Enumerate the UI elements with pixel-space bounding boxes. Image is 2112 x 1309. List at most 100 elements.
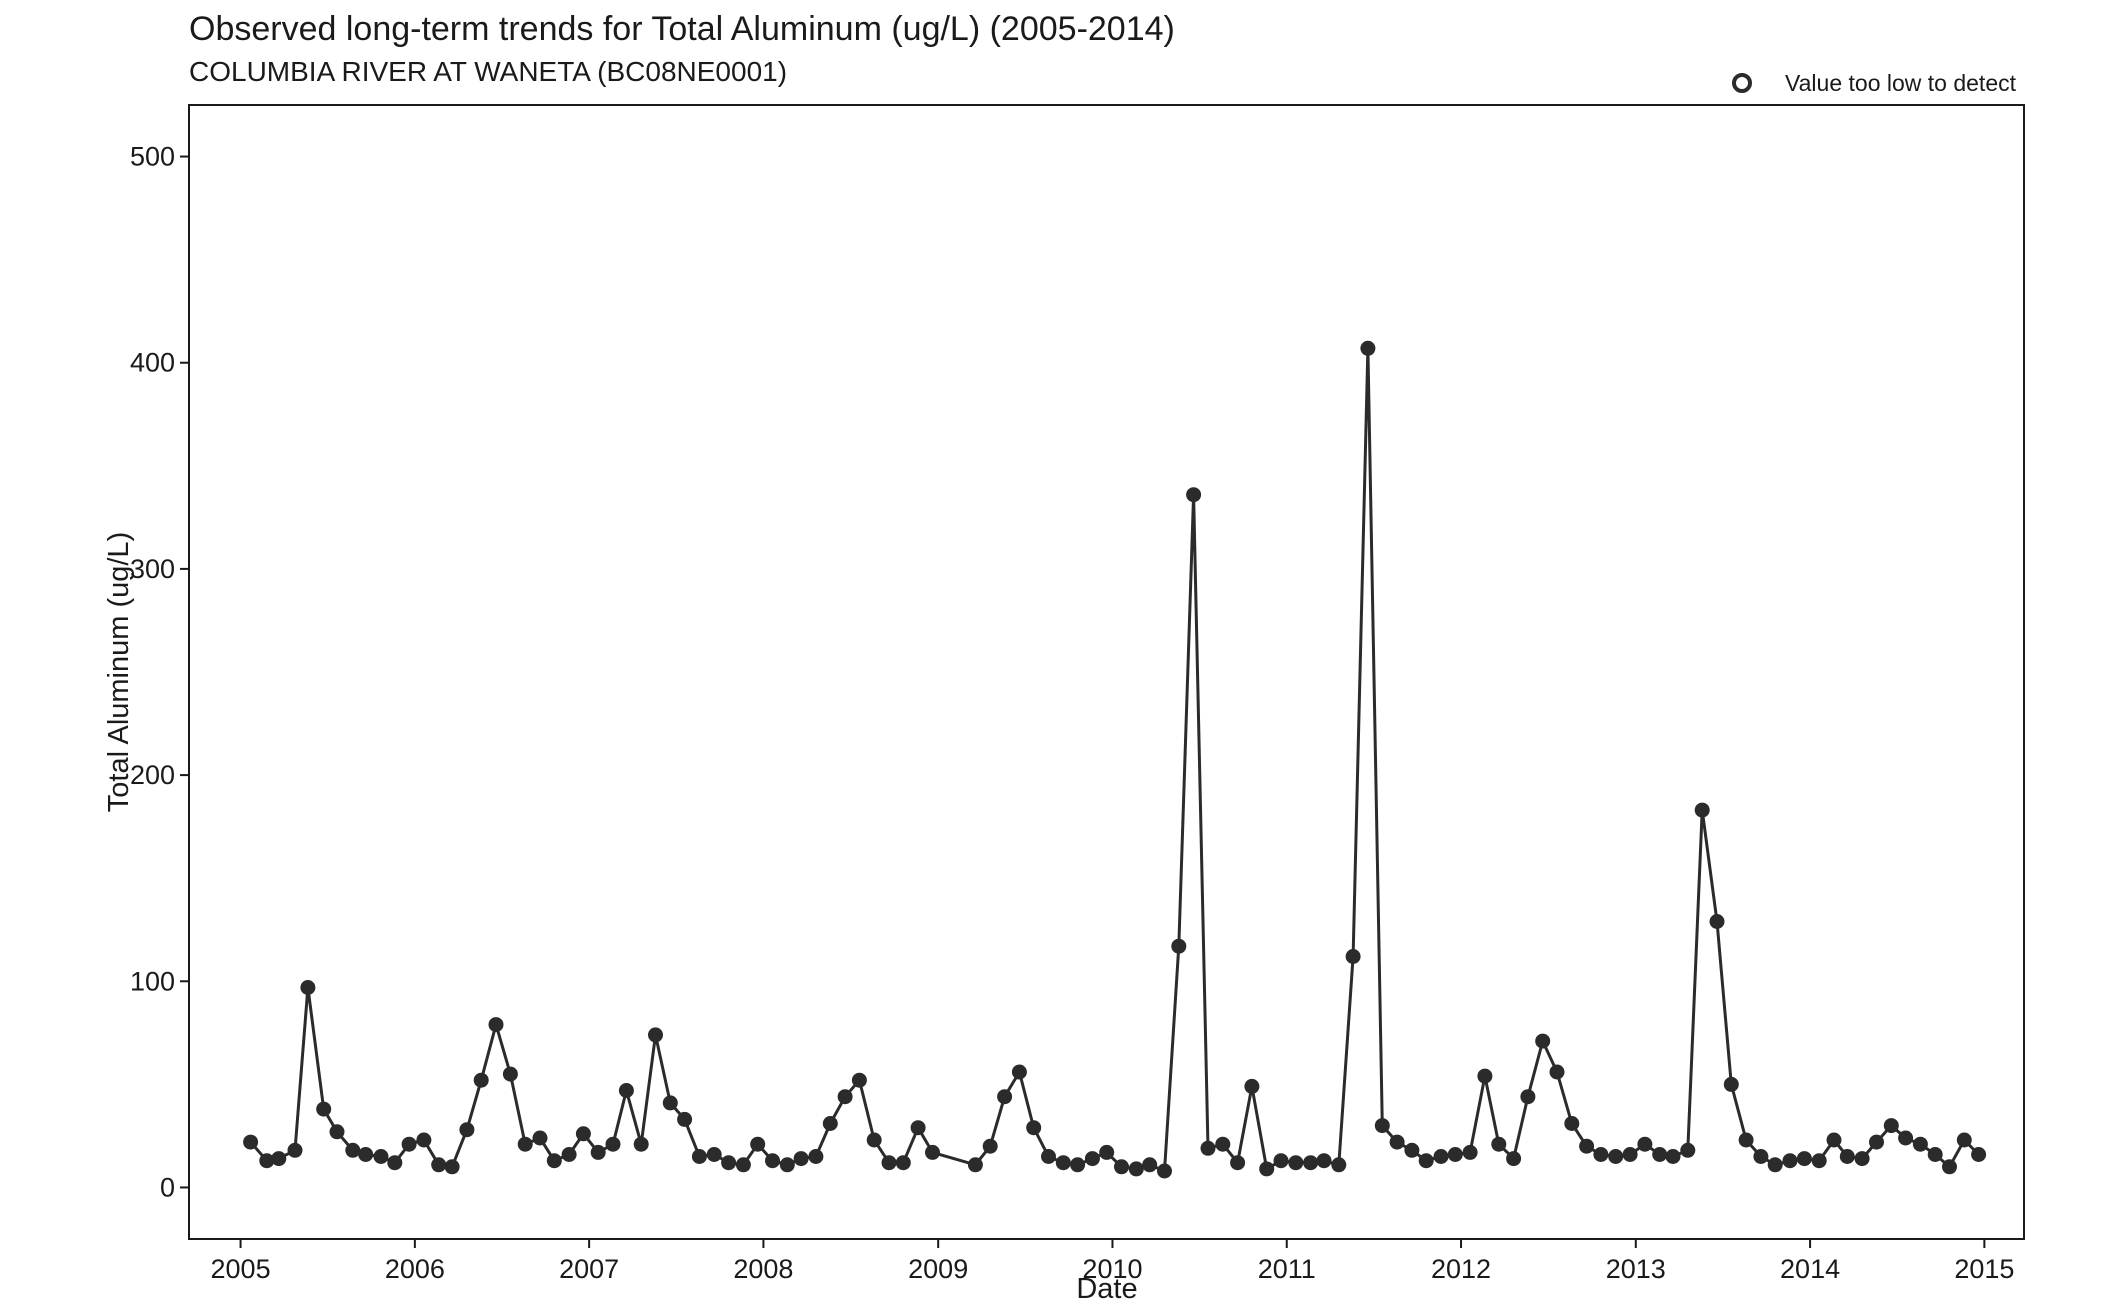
data-point bbox=[387, 1155, 403, 1171]
data-point bbox=[648, 1027, 663, 1043]
data-point bbox=[575, 1126, 591, 1142]
data-point bbox=[1433, 1149, 1449, 1164]
data-point bbox=[502, 1066, 518, 1082]
data-point bbox=[1579, 1138, 1595, 1154]
data-point bbox=[561, 1147, 577, 1162]
data-point bbox=[1520, 1089, 1536, 1105]
data-point bbox=[750, 1136, 766, 1152]
x-tick-label: 2014 bbox=[1780, 1254, 1840, 1284]
data-point bbox=[431, 1157, 447, 1173]
data-point bbox=[1142, 1157, 1158, 1173]
data-point bbox=[1259, 1161, 1275, 1177]
data-point bbox=[1622, 1147, 1638, 1162]
x-tick-label: 2015 bbox=[1954, 1254, 2014, 1284]
data-point bbox=[488, 1017, 504, 1033]
data-point bbox=[1912, 1136, 1928, 1152]
y-tick-label: 300 bbox=[130, 554, 175, 584]
data-point bbox=[1767, 1157, 1783, 1173]
data-point bbox=[1186, 487, 1202, 503]
data-point bbox=[300, 980, 316, 995]
data-point bbox=[401, 1136, 417, 1152]
data-point bbox=[1680, 1142, 1696, 1158]
data-point bbox=[373, 1149, 389, 1164]
data-point bbox=[1230, 1155, 1246, 1171]
data-point bbox=[1723, 1076, 1739, 1092]
data-point bbox=[1157, 1163, 1172, 1179]
data-point bbox=[721, 1155, 737, 1171]
x-axis: 2005 2006 2007 2008 2009 2010 2011 2012 2013 2014… bbox=[211, 1239, 2014, 1284]
data-point bbox=[1128, 1161, 1144, 1177]
data-point bbox=[459, 1122, 475, 1138]
data-point bbox=[1114, 1159, 1129, 1175]
data-point bbox=[473, 1072, 489, 1088]
data-point bbox=[895, 1155, 911, 1171]
data-point bbox=[837, 1089, 853, 1105]
data-point bbox=[1709, 914, 1725, 929]
data-point bbox=[1200, 1140, 1216, 1156]
data-point bbox=[1869, 1134, 1884, 1150]
legend-label: Value too low to detect bbox=[1785, 70, 2017, 96]
data-point bbox=[1418, 1153, 1434, 1169]
y-tick-label: 400 bbox=[130, 348, 175, 378]
data-point bbox=[997, 1089, 1013, 1105]
data-point bbox=[779, 1157, 795, 1173]
data-point bbox=[1652, 1147, 1668, 1162]
data-point bbox=[1360, 340, 1376, 356]
x-tick-label: 2012 bbox=[1431, 1254, 1491, 1284]
data-point bbox=[1215, 1136, 1231, 1152]
data-point bbox=[1971, 1147, 1987, 1162]
data-point bbox=[1782, 1153, 1798, 1169]
data-point bbox=[1171, 938, 1187, 954]
data-point bbox=[1462, 1144, 1478, 1160]
data-point bbox=[444, 1159, 460, 1175]
data-point bbox=[271, 1151, 287, 1167]
data-point bbox=[910, 1120, 926, 1136]
data-point bbox=[1839, 1149, 1855, 1164]
data-point bbox=[1883, 1118, 1899, 1134]
data-point bbox=[793, 1151, 809, 1167]
data-point bbox=[633, 1136, 649, 1152]
data-point bbox=[1854, 1151, 1870, 1167]
data-point bbox=[925, 1144, 940, 1160]
data-point bbox=[358, 1147, 374, 1162]
data-point bbox=[1404, 1142, 1420, 1158]
data-point bbox=[1041, 1149, 1056, 1164]
data-point bbox=[706, 1147, 722, 1162]
y-tick-label: 100 bbox=[130, 966, 175, 996]
data-point bbox=[243, 1134, 259, 1150]
data-point bbox=[851, 1072, 867, 1088]
data-point bbox=[1303, 1155, 1319, 1171]
data-point bbox=[1564, 1116, 1580, 1131]
data-point bbox=[517, 1136, 533, 1152]
data-point bbox=[662, 1095, 678, 1111]
data-point bbox=[1331, 1157, 1347, 1173]
data-point bbox=[590, 1144, 606, 1160]
data-point bbox=[1273, 1153, 1289, 1169]
data-point bbox=[1244, 1078, 1260, 1094]
data-point bbox=[881, 1155, 897, 1171]
data-point bbox=[1694, 802, 1710, 818]
data-point bbox=[1447, 1147, 1463, 1162]
data-point bbox=[967, 1157, 983, 1173]
data-point bbox=[822, 1116, 838, 1131]
data-point bbox=[1389, 1134, 1405, 1150]
x-tick-label: 2006 bbox=[385, 1254, 445, 1284]
y-tick-label: 500 bbox=[130, 142, 175, 172]
data-point bbox=[329, 1124, 345, 1140]
x-tick-label: 2008 bbox=[733, 1254, 793, 1284]
data-point bbox=[765, 1153, 780, 1169]
legend: Value too low to detect bbox=[1732, 70, 2017, 96]
data-point bbox=[618, 1083, 634, 1098]
data-point bbox=[1753, 1149, 1769, 1164]
x-tick-label: 2011 bbox=[1258, 1254, 1316, 1284]
x-tick-label: 2009 bbox=[908, 1254, 968, 1284]
plot-panel bbox=[188, 104, 2025, 1240]
data-point bbox=[532, 1130, 548, 1146]
data-point bbox=[1811, 1153, 1827, 1169]
data-point bbox=[808, 1149, 824, 1164]
data-point bbox=[982, 1138, 998, 1154]
data-point bbox=[1956, 1132, 1972, 1148]
data-point bbox=[1316, 1153, 1332, 1169]
data-point bbox=[1738, 1132, 1754, 1148]
